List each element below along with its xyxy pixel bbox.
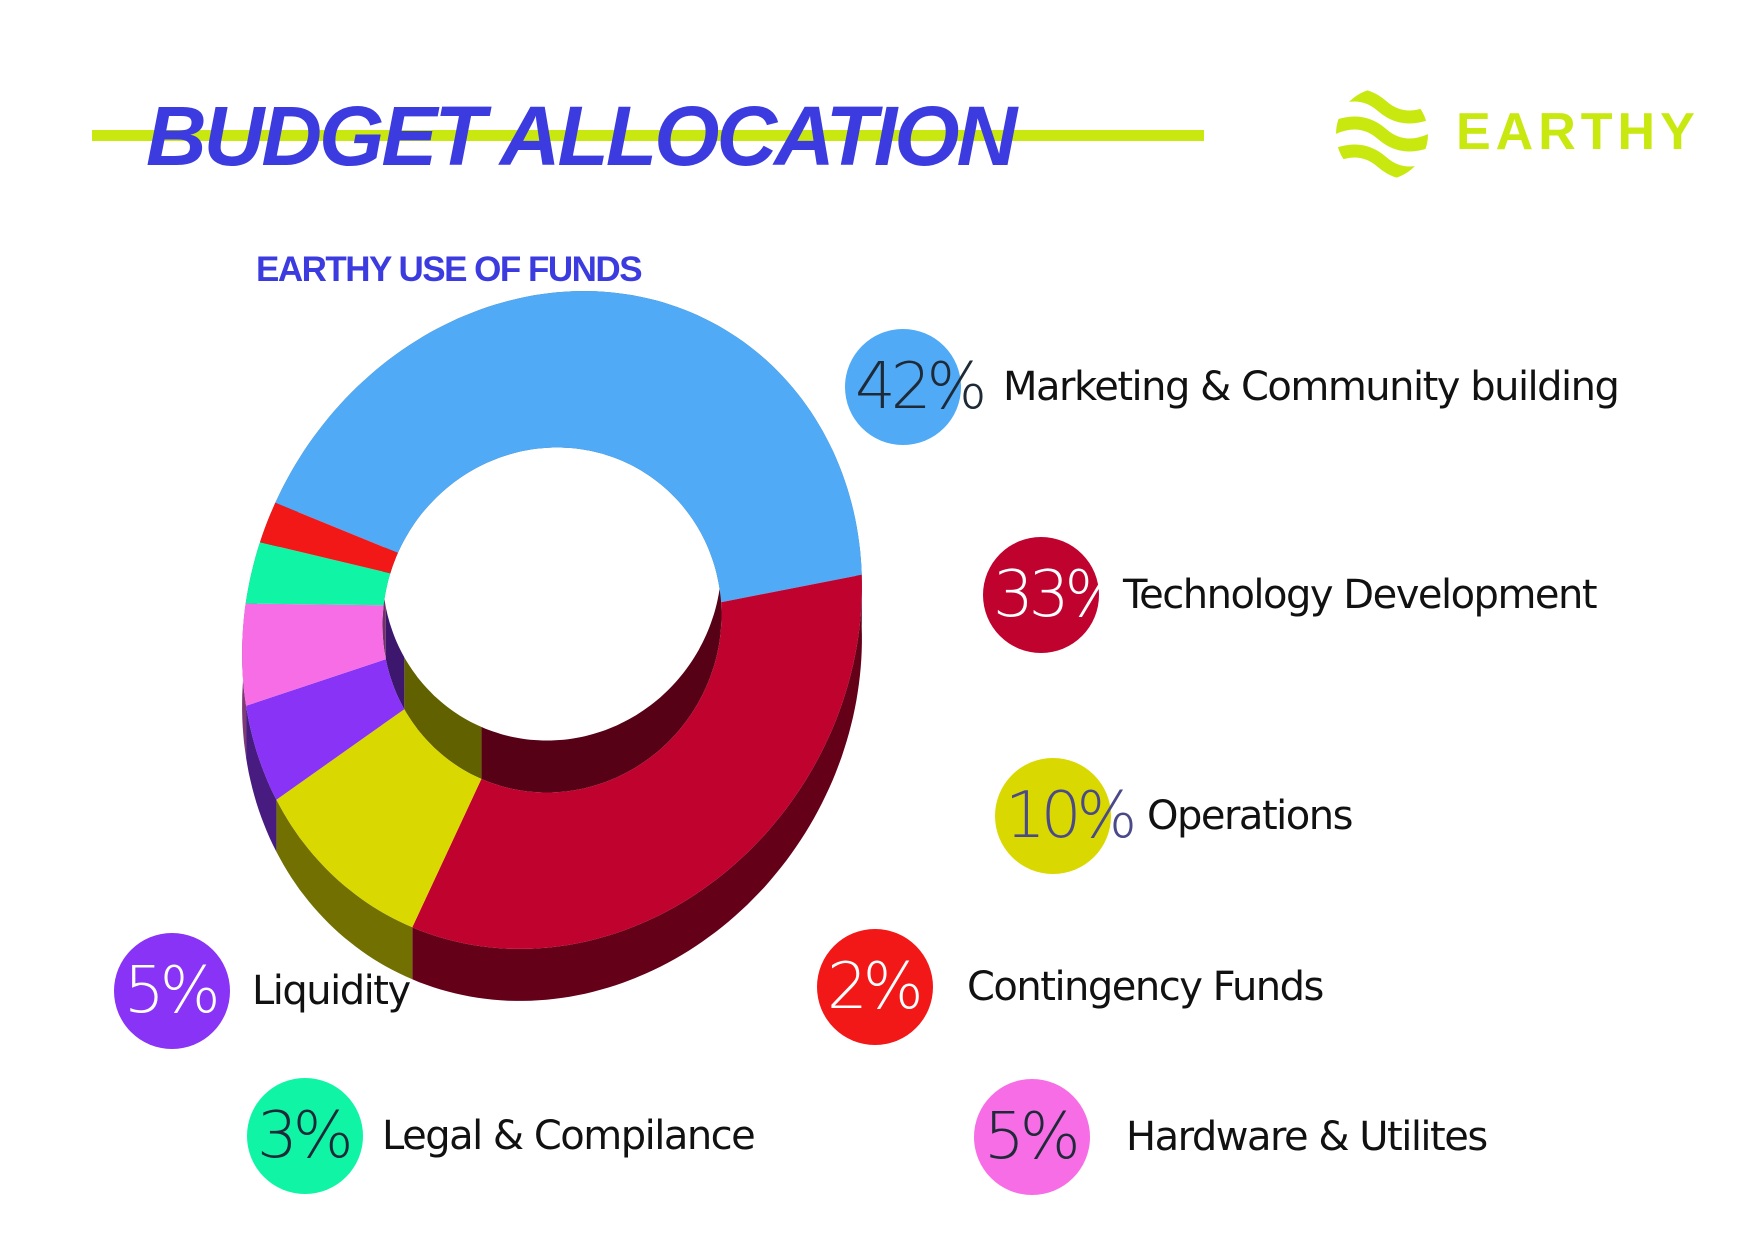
legend-item-technology: 33% Technology Development (983, 537, 1623, 653)
legend-pct: 5% (984, 1100, 1081, 1174)
legend-label: Contingency Funds (967, 964, 1324, 1010)
page-title: BUDGET ALLOCATION (146, 89, 1017, 183)
legend-circle (995, 758, 1111, 874)
earthy-wave-globe-icon (1336, 88, 1428, 180)
slice-top-3 (246, 659, 405, 800)
chart-subtitle: EARTHY USE OF FUNDS (256, 250, 643, 289)
legend-pct: 2% (827, 950, 924, 1024)
legend-pct: 10% (1005, 779, 1137, 853)
legend-item-marketing: 42% Marketing & Community building (845, 329, 1625, 445)
legend-circle (983, 537, 1099, 653)
legend-circle (247, 1078, 363, 1194)
legend-label: Legal & Compilance (382, 1113, 756, 1159)
slice-top-6 (260, 502, 398, 574)
slice-side-3 (246, 705, 277, 852)
legend-pct: 42% (855, 350, 987, 424)
legend-label: Marketing & Community building (1003, 364, 1620, 410)
slice-inner-wall-1 (481, 550, 722, 793)
legend-pct: 33% (993, 558, 1125, 632)
slice-top-1 (412, 574, 862, 949)
legend-item-contingency: 2% Contingency Funds (817, 929, 1337, 1045)
logo-text: EARTHY (1456, 103, 1700, 161)
slice-top-0 (275, 291, 862, 603)
legend-circle (974, 1079, 1090, 1195)
legend-item-liquidity: 5% Liquidity (114, 933, 494, 1049)
legend-label: Liquidity (252, 968, 411, 1014)
legend-circle (845, 329, 961, 445)
slice-inner-wall-3 (385, 607, 405, 710)
slice-top-2 (276, 709, 482, 928)
slice-top-4 (242, 603, 386, 706)
legend-label: Hardware & Utilites (1126, 1114, 1488, 1160)
title-accent-line (92, 130, 1204, 141)
slice-inner-wall-2 (404, 657, 482, 779)
slice-side-1 (412, 574, 862, 1001)
legend-label: Technology Development (1123, 572, 1598, 618)
legend-circle (114, 933, 230, 1049)
legend-item-hardware: 5% Hardware & Utilites (974, 1079, 1534, 1195)
legend-pct: 3% (257, 1099, 354, 1173)
legend-item-operations: 10% Operations (995, 758, 1395, 874)
legend-label: Operations (1147, 793, 1353, 839)
legend-circle (817, 929, 933, 1045)
slice-side-2 (276, 799, 413, 980)
earthy-logo: EARTHY (1332, 80, 1732, 180)
legend-item-legal: 3% Legal & Compilance (247, 1078, 807, 1194)
legend-pct: 5% (124, 954, 221, 1028)
slice-top-5 (245, 542, 391, 606)
